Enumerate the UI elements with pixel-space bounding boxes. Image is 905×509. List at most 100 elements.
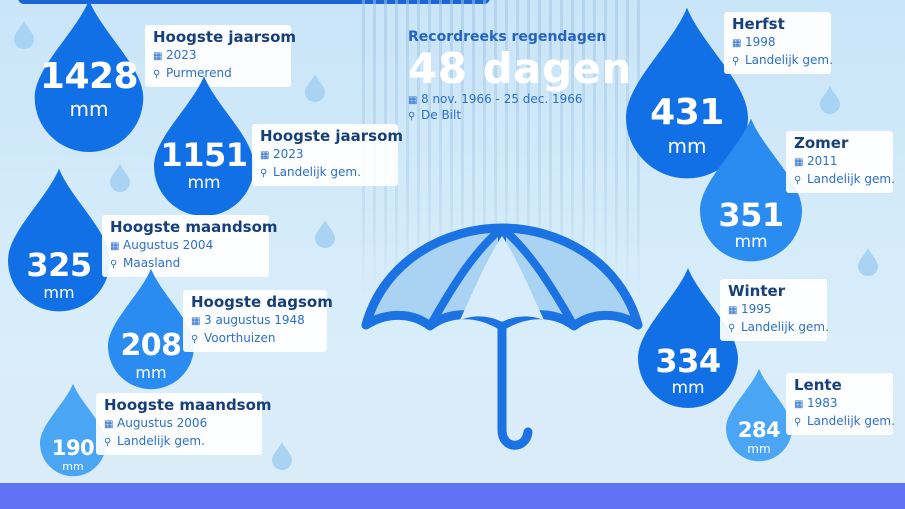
location-pin-icon: ⚲ bbox=[728, 323, 736, 334]
location-pin-icon: ⚲ bbox=[260, 168, 268, 179]
season-card: Zomer ▦ 2011 ⚲ Landelijk gem. bbox=[786, 131, 895, 193]
card-place-line: ⚲ Landelijk gem. bbox=[732, 52, 833, 70]
card-title: Zomer bbox=[794, 134, 849, 152]
drop-zomer: 351 mm bbox=[700, 108, 802, 272]
card-date: Augustus 2004 bbox=[123, 238, 214, 252]
card-date-line: ▦ 3 augustus 1948 bbox=[191, 312, 319, 330]
card-place: Purmerend bbox=[166, 66, 232, 80]
card-date-line: ▦ 2023 bbox=[153, 47, 283, 65]
card-place-line: ⚲ Maasland bbox=[110, 255, 261, 273]
small-raindrop-icon bbox=[305, 72, 325, 104]
drop-unit: mm bbox=[671, 378, 705, 398]
drop-herfst: 431 mm bbox=[626, 0, 748, 186]
drop-value: 284 bbox=[737, 418, 781, 442]
card-date-line: ▦ Augustus 2004 bbox=[110, 237, 261, 255]
drop-unit: mm bbox=[747, 442, 771, 456]
record-place: De Bilt bbox=[421, 108, 462, 122]
location-pin-icon: ⚲ bbox=[110, 259, 118, 270]
info-card: Hoogste dagsom ▦ 3 augustus 1948 ⚲ Voorthu… bbox=[183, 290, 333, 352]
drop-unit: mm bbox=[62, 460, 84, 473]
small-raindrop-icon bbox=[315, 218, 335, 250]
card-title: Hoogste jaarsom bbox=[260, 127, 404, 145]
location-pin-icon: ⚲ bbox=[153, 69, 161, 80]
drop-unit: mm bbox=[69, 97, 109, 121]
card-title: Lente bbox=[794, 376, 842, 394]
card-place: Landelijk gem. bbox=[807, 172, 895, 186]
umbrella-icon bbox=[361, 223, 643, 450]
location-pin-icon: ⚲ bbox=[408, 111, 416, 122]
drop-value: 1151 bbox=[160, 136, 248, 174]
card-place: Landelijk gem. bbox=[273, 165, 361, 179]
drop-unit: mm bbox=[667, 134, 707, 158]
drop-value: 351 bbox=[718, 196, 784, 234]
drop-unit: mm bbox=[187, 173, 221, 193]
info-card: Hoogste jaarsom ▦ 2023 ⚲ Purmerend bbox=[145, 25, 297, 87]
season-card: Herfst ▦ 1998 ⚲ Landelijk gem. bbox=[724, 12, 833, 74]
calendar-icon: ▦ bbox=[732, 38, 742, 49]
calendar-icon: ▦ bbox=[260, 150, 270, 161]
card-date: 1998 bbox=[745, 35, 776, 49]
card-place-line: ⚲ Landelijk gem. bbox=[728, 319, 829, 337]
drop-208: 208 mm bbox=[108, 264, 194, 394]
card-place: Voorthuizen bbox=[204, 331, 276, 345]
bottom-bar bbox=[0, 483, 905, 509]
drop-unit: mm bbox=[43, 283, 75, 302]
card-date-line: ▦ Augustus 2006 bbox=[104, 415, 254, 433]
card-place: Landelijk gem. bbox=[741, 320, 829, 334]
drop-190: 190 mm bbox=[40, 378, 106, 482]
record-rain-days-block: Recordreeks regendagen 48 dagen ▦ 8 nov. … bbox=[408, 28, 632, 124]
drop-1428: 1428 mm bbox=[28, 0, 150, 152]
calendar-icon: ▦ bbox=[110, 241, 120, 252]
card-date: 2023 bbox=[166, 48, 197, 62]
card-date-line: ▦ 2023 bbox=[260, 146, 390, 164]
card-title: Winter bbox=[728, 282, 786, 300]
card-date-line: ▦ 2011 bbox=[794, 153, 885, 171]
drop-unit: mm bbox=[734, 232, 768, 252]
location-pin-icon: ⚲ bbox=[191, 334, 199, 345]
card-date: 2023 bbox=[273, 147, 304, 161]
card-place-line: ⚲ Purmerend bbox=[153, 65, 283, 83]
card-date: 1983 bbox=[807, 396, 838, 410]
calendar-icon: ▦ bbox=[153, 51, 163, 62]
card-place-line: ⚲ Landelijk gem. bbox=[794, 171, 895, 189]
small-raindrop-icon bbox=[272, 440, 292, 472]
card-date-line: ▦ 1998 bbox=[732, 34, 823, 52]
location-pin-icon: ⚲ bbox=[732, 56, 740, 67]
card-place: Landelijk gem. bbox=[117, 434, 205, 448]
card-place-line: ⚲ Voorthuizen bbox=[191, 330, 319, 348]
calendar-icon: ▦ bbox=[728, 305, 738, 316]
season-card: Lente ▦ 1983 ⚲ Landelijk gem. bbox=[786, 373, 895, 435]
calendar-icon: ▦ bbox=[191, 316, 201, 327]
drop-value: 325 bbox=[26, 246, 92, 284]
record-period: 8 nov. 1966 - 25 dec. 1966 bbox=[421, 92, 583, 106]
season-card: Winter ▦ 1995 ⚲ Landelijk gem. bbox=[720, 279, 829, 341]
card-date: 1995 bbox=[741, 302, 772, 316]
info-card: Hoogste maandsom ▦ Augustus 2006 ⚲ Landeli… bbox=[96, 393, 272, 455]
calendar-icon: ▦ bbox=[794, 157, 804, 168]
small-raindrop-icon bbox=[858, 246, 878, 278]
info-card: Hoogste maandsom ▦ Augustus 2004 ⚲ Maaslan… bbox=[102, 215, 278, 277]
card-date-line: ▦ 1995 bbox=[728, 301, 819, 319]
card-title: Hoogste dagsom bbox=[191, 293, 333, 311]
drop-unit: mm bbox=[135, 363, 167, 382]
record-value: 48 dagen bbox=[408, 44, 632, 93]
drop-value: 208 bbox=[120, 328, 182, 363]
drop-value: 334 bbox=[655, 342, 721, 380]
calendar-icon: ▦ bbox=[104, 419, 114, 430]
record-place-line: ⚲ De Bilt bbox=[408, 108, 632, 124]
card-date: 3 augustus 1948 bbox=[204, 313, 305, 327]
info-card: Hoogste jaarsom ▦ 2023 ⚲ Landelijk gem. bbox=[252, 124, 404, 186]
top-header-bar bbox=[18, 0, 490, 4]
card-title: Hoogste jaarsom bbox=[153, 28, 297, 46]
card-place-line: ⚲ Landelijk gem. bbox=[794, 413, 895, 431]
record-period-line: ▦ 8 nov. 1966 - 25 dec. 1966 bbox=[408, 92, 632, 108]
card-title: Hoogste maandsom bbox=[104, 396, 272, 414]
card-place: Maasland bbox=[123, 256, 181, 270]
small-raindrop-icon bbox=[820, 84, 840, 116]
drop-value: 190 bbox=[51, 436, 95, 460]
drop-lente: 284 mm bbox=[726, 360, 792, 470]
card-place: Landelijk gem. bbox=[807, 414, 895, 428]
card-place: Landelijk gem. bbox=[745, 53, 833, 67]
drop-325: 325 mm bbox=[8, 156, 110, 324]
calendar-icon: ▦ bbox=[408, 95, 418, 106]
